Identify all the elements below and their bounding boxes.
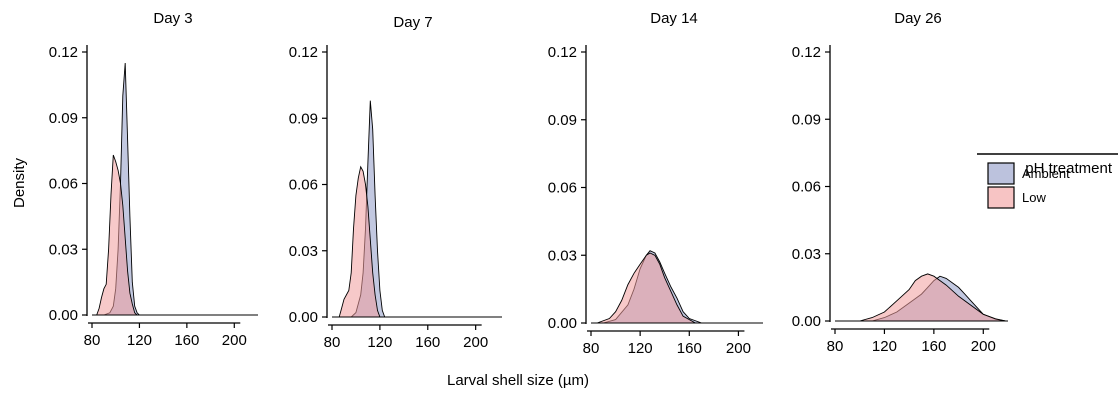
density-area-low <box>96 154 139 316</box>
x-tick-label: 120 <box>127 332 152 349</box>
y-tick-label: 0.12 <box>49 44 78 61</box>
y-tick-label: 0.00 <box>792 313 821 330</box>
y-tick-label: 0.00 <box>49 307 78 324</box>
x-tick-label: 80 <box>84 332 101 349</box>
y-tick-label: 0.09 <box>792 111 821 128</box>
x-tick-label: 80 <box>827 338 844 355</box>
density-area-low <box>338 165 381 318</box>
legend: pH treatment Ambient Low <box>977 153 1118 209</box>
x-tick-label: 160 <box>174 332 199 349</box>
legend-title: pH treatment <box>1025 160 1113 177</box>
x-axis-label: Larval shell size (µm) <box>447 372 589 389</box>
legend-label-low: Low <box>1022 190 1046 205</box>
legend-swatch-low <box>987 186 1015 209</box>
panel-title: Day 7 <box>393 14 432 31</box>
x-tick-label: 80 <box>583 340 600 357</box>
panel-day-7: Day 7 0.00 0.03 0.06 0.09 0.12 80 120 160 200 <box>289 14 502 351</box>
x-tick-label: 120 <box>367 334 392 351</box>
y-tick-label: 0.09 <box>289 110 318 127</box>
y-tick-label: 0.12 <box>548 44 577 61</box>
y-tick-label: 0.06 <box>289 177 318 194</box>
density-area-low <box>859 273 1006 322</box>
y-tick-label: 0.12 <box>289 44 318 61</box>
panel-title: Day 3 <box>153 10 192 27</box>
panel-day-14: Day 14 0.00 0.03 0.06 0.09 0.12 80 120 160 200 <box>548 10 763 357</box>
y-tick-label: 0.06 <box>792 179 821 196</box>
x-tick-label: 120 <box>872 338 897 355</box>
x-tick-label: 120 <box>628 340 653 357</box>
panel-day-3: Day 3 0.00 0.03 0.06 0.09 0.12 80 120 160 200 <box>49 10 258 349</box>
y-tick-label: 0.06 <box>49 176 78 193</box>
y-tick-label: 0.03 <box>289 243 318 260</box>
y-tick-label: 0.12 <box>792 44 821 61</box>
y-tick-label: 0.03 <box>49 241 78 258</box>
y-tick-label: 0.06 <box>548 180 577 197</box>
x-tick-label: 160 <box>415 334 440 351</box>
x-tick-label: 200 <box>463 334 488 351</box>
density-area-low <box>596 252 696 324</box>
legend-swatch-ambient <box>987 162 1015 185</box>
y-tick-label: 0.00 <box>289 309 318 326</box>
x-tick-label: 200 <box>726 340 751 357</box>
panel-day-26: Day 26 0.00 0.03 0.06 0.09 0.12 80 120 160 200 <box>792 10 1008 355</box>
panel-title: Day 14 <box>650 10 698 27</box>
y-tick-label: 0.09 <box>49 110 78 127</box>
x-tick-label: 160 <box>921 338 946 355</box>
y-tick-label: 0.03 <box>548 247 577 264</box>
y-tick-label: 0.09 <box>548 112 577 129</box>
legend-label-ambient: Ambient <box>1022 166 1070 181</box>
y-axis-label: Density <box>11 157 28 208</box>
x-tick-label: 200 <box>971 338 996 355</box>
panel-title: Day 26 <box>894 10 942 27</box>
y-tick-label: 0.00 <box>548 315 577 332</box>
y-tick-label: 0.03 <box>792 246 821 263</box>
x-tick-label: 80 <box>324 334 341 351</box>
x-tick-label: 200 <box>222 332 247 349</box>
x-tick-label: 160 <box>677 340 702 357</box>
